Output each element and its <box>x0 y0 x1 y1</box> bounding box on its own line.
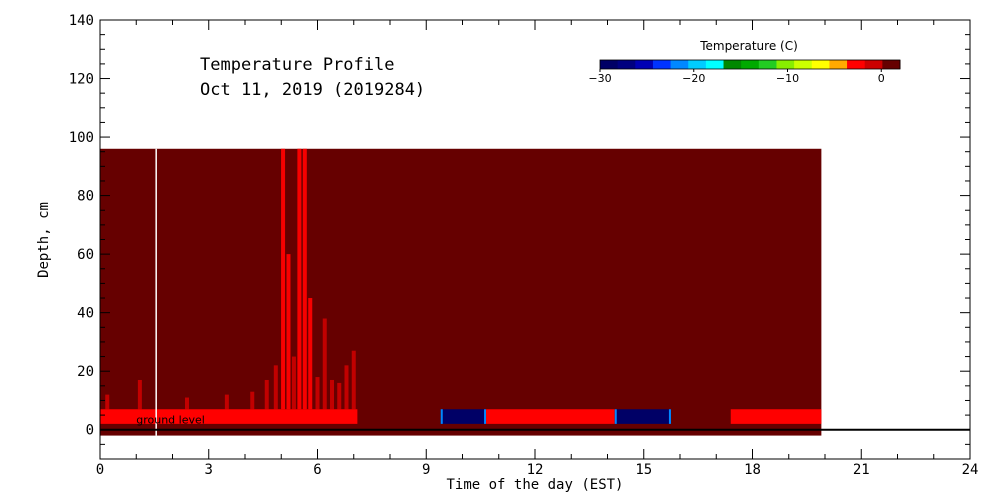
x-tick-label-0: 0 <box>96 462 104 478</box>
surface-segment-2 <box>486 409 615 424</box>
colorbar-tick-label-2: −10 <box>776 72 799 85</box>
colorbar-swatch-13 <box>829 60 848 69</box>
heatmap-spike-10 <box>297 148 302 410</box>
x-tick-label-3: 9 <box>422 462 430 478</box>
plot-area: ground level <box>100 148 970 436</box>
colorbar-frame <box>599 59 901 70</box>
x-tick-label-1: 3 <box>205 462 213 478</box>
x-tick-label-8: 24 <box>962 462 979 478</box>
surface-segment-edge-left-1 <box>440 409 443 424</box>
colorbar-swatch-6 <box>705 60 725 69</box>
heatmap-spike-7 <box>281 148 286 410</box>
colorbar-swatch-16 <box>882 60 901 69</box>
surface-segment-edge-left-3 <box>614 409 617 424</box>
x-axis-label: Time of the day (EST) <box>446 477 623 493</box>
chart-title-line2: Oct 11, 2019 (2019284) <box>200 80 425 100</box>
colorbar-swatch-5 <box>688 60 707 69</box>
colorbar-swatch-2 <box>635 60 654 69</box>
y-tick-label-0: 0 <box>86 423 94 439</box>
colorbar-swatch-15 <box>864 60 883 69</box>
y-tick-label-2: 40 <box>77 306 94 322</box>
surface-segment-0 <box>100 409 358 424</box>
heatmap-spike-0 <box>105 394 110 410</box>
heatmap-spike-15 <box>330 379 334 410</box>
y-tick-label-4: 80 <box>77 189 94 205</box>
heatmap-spike-17 <box>344 365 349 410</box>
colorbar-swatch-14 <box>847 60 866 69</box>
colorbar-swatch-0 <box>600 60 619 69</box>
colorbar-swatch-3 <box>652 60 672 69</box>
x-tick-label-7: 21 <box>853 462 870 478</box>
colorbar-swatch-1 <box>617 60 636 69</box>
y-axis-label: Depth, cm <box>36 202 52 278</box>
colorbar-swatch-7 <box>723 60 742 69</box>
colorbar-swatch-8 <box>741 60 760 69</box>
heatmap-spike-4 <box>250 391 255 410</box>
heatmap-spike-12 <box>308 298 313 410</box>
y-tick-label-6: 120 <box>69 72 94 88</box>
heatmap-background <box>100 148 822 436</box>
surface-segment-edge-right-1 <box>484 409 487 424</box>
colorbar-title: Temperature (C) <box>699 39 798 53</box>
colorbar-tick-label-0: −30 <box>588 72 611 85</box>
colorbar-swatch-10 <box>776 60 795 69</box>
surface-segment-3 <box>614 409 671 424</box>
x-tick-label-4: 12 <box>527 462 544 478</box>
heatmap-spike-11 <box>302 148 307 410</box>
surface-segment-edge-right-3 <box>668 409 671 424</box>
heatmap-spike-13 <box>315 377 320 410</box>
heatmap-spike-6 <box>273 365 278 410</box>
y-tick-label-3: 60 <box>77 247 94 263</box>
colorbar-swatch-9 <box>758 60 777 69</box>
heatmap-spike-1 <box>137 379 142 410</box>
colorbar-tick-label-3: 0 <box>878 72 885 85</box>
surface-segment-4 <box>730 409 822 424</box>
chart-title-line1: Temperature Profile <box>200 55 394 75</box>
colorbar: −30 −20 −10 0 <box>588 59 901 85</box>
heatmap-spike-16 <box>337 382 342 410</box>
colorbar-tick-label-1: −20 <box>682 72 705 85</box>
heatmap-spike-2 <box>185 397 189 410</box>
surface-segment-1 <box>440 409 487 424</box>
colorbar-swatch-12 <box>811 60 830 69</box>
x-tick-label-5: 15 <box>635 462 652 478</box>
y-tick-label-1: 20 <box>77 364 94 380</box>
heatmap-spike-14 <box>322 318 327 410</box>
y-tick-label-7: 140 <box>69 13 94 29</box>
heatmap-spike-9 <box>291 356 296 410</box>
y-tick-label-5: 100 <box>69 130 94 146</box>
heatmap-spike-5 <box>264 379 269 410</box>
heatmap-spike-8 <box>286 254 291 410</box>
axes: 0 3 6 9 12 15 18 21 24 0 20 40 60 80 100 120 140 <box>69 13 979 478</box>
heatmap-spike-18 <box>351 350 356 410</box>
heatmap-spike-3 <box>224 394 229 410</box>
colorbar-swatch-4 <box>670 60 689 69</box>
x-tick-label-6: 18 <box>744 462 761 478</box>
colorbar-swatch-11 <box>794 60 813 69</box>
x-tick-label-2: 6 <box>313 462 321 478</box>
ground-level-label: ground level <box>136 414 205 427</box>
